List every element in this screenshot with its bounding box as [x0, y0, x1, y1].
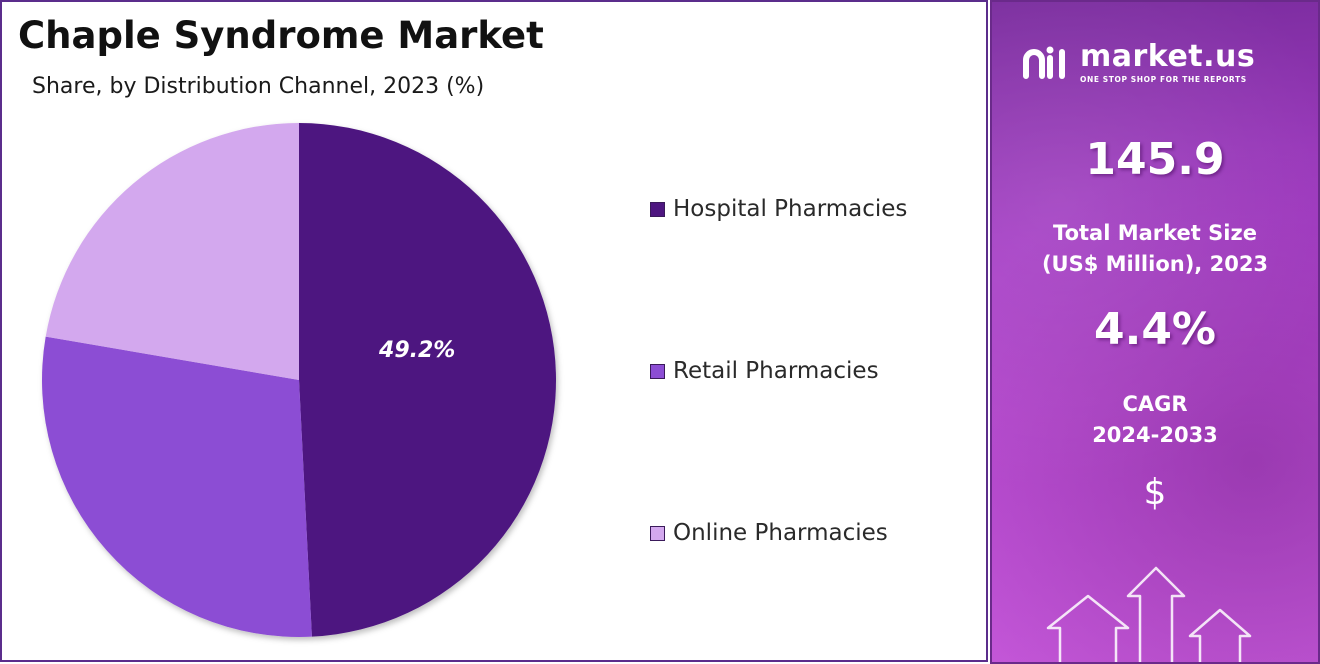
market-size-label-line2: (US$ Million), 2023 — [1041, 252, 1269, 276]
dollar-sign-icon: $ — [1143, 472, 1167, 513]
legend-swatch-hospital-pharmacies — [650, 201, 665, 217]
brand-name: market.us — [1080, 39, 1256, 74]
cagr-label-line2: 2024-2033 — [1092, 423, 1218, 447]
legend-label-hospital-pharmacies: Hospital Pharmacies — [673, 196, 908, 222]
pie-slice-online-pharmacies — [45, 123, 300, 380]
data-label-hospital-pharmacies: 49.2% — [378, 338, 455, 363]
legend-label-online-pharmacies: Online Pharmacies — [673, 520, 888, 546]
legend-item-hospital-pharmacies: Hospital Pharmacies — [650, 196, 907, 222]
chart-subtitle: Share, by Distribution Channel, 2023 (%) — [32, 74, 485, 99]
legend-label-retail-pharmacies: Retail Pharmacies — [673, 358, 879, 384]
chart-legend: Hospital Pharmacies Retail Pharmacies On… — [650, 2, 980, 602]
pie-slice-retail-pharmacies — [42, 336, 312, 638]
legend-swatch-retail-pharmacies — [650, 363, 665, 379]
cagr-label-line1: CAGR — [1122, 392, 1188, 416]
chart-panel: Chaple Syndrome Market Share, by Distrib… — [0, 0, 988, 662]
brand-logo: market.us ONE STOP SHOP FOR THE REPORTS — [1022, 42, 1255, 84]
market-us-logo-icon — [1023, 46, 1065, 79]
pie-slice-hospital-pharmacies — [299, 123, 557, 637]
panel-background-texture — [992, 2, 1318, 662]
cagr-value: 4.4% — [1093, 304, 1217, 355]
market-size-label-line1: Total Market Size — [1053, 221, 1257, 245]
legend-swatch-online-pharmacies — [650, 525, 665, 541]
info-panel: market.us ONE STOP SHOP FOR THE REPORTS … — [990, 0, 1320, 664]
pie-chart: 49.2% — [42, 123, 557, 638]
legend-item-retail-pharmacies: Retail Pharmacies — [650, 358, 879, 384]
market-size-value: 145.9 — [1085, 134, 1225, 185]
brand-tagline: ONE STOP SHOP FOR THE REPORTS — [1080, 75, 1247, 84]
chart-title: Chaple Syndrome Market — [18, 14, 544, 57]
up-arrows-icon — [1046, 566, 1252, 662]
legend-item-online-pharmacies: Online Pharmacies — [650, 520, 888, 546]
